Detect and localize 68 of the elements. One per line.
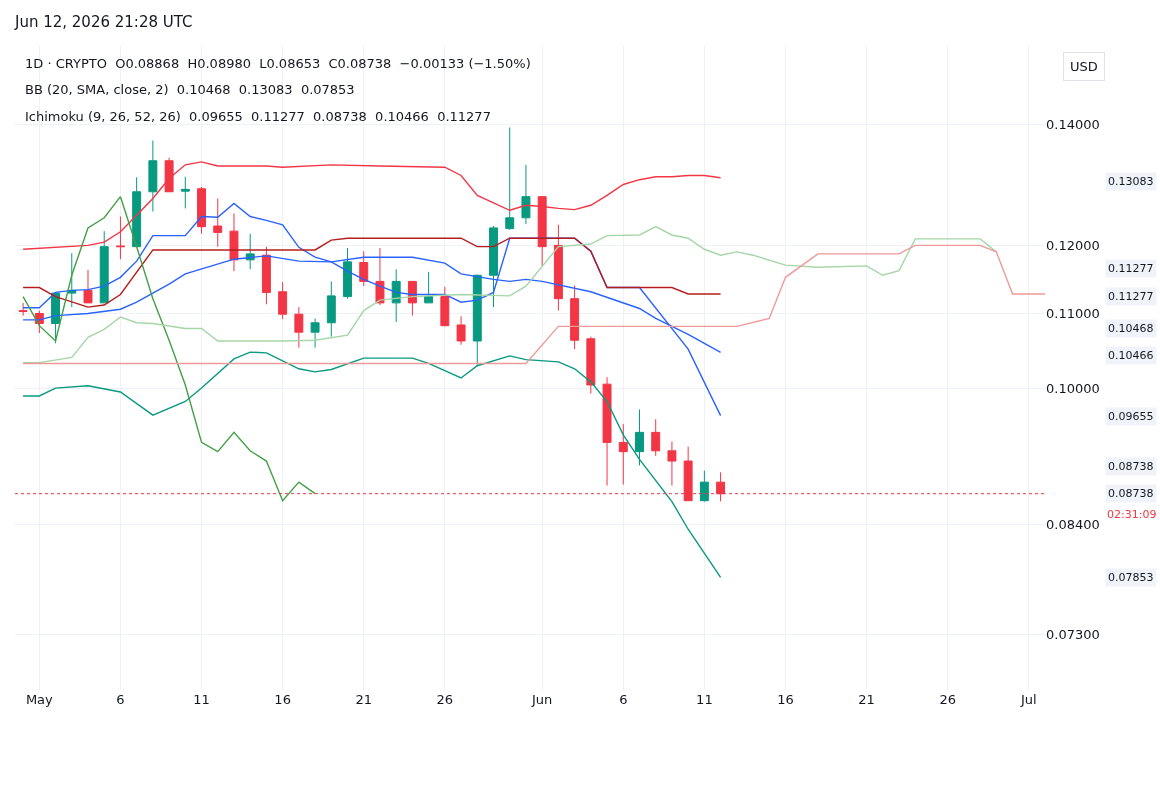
- candlestick: [261, 246, 271, 305]
- x-tick-label: 11: [193, 692, 210, 707]
- line-series: [22, 225, 998, 364]
- x-tick-label: Jul: [1019, 692, 1037, 707]
- candlestick: [180, 176, 190, 209]
- candlestick: [326, 280, 336, 338]
- x-tick-label: 26: [436, 692, 454, 707]
- candlestick: [489, 225, 498, 308]
- text: 0.09655: [1108, 410, 1154, 423]
- candlestick: [651, 418, 661, 457]
- annotation: Ichimoku (9, 26, 52, 26) 0.09655 0.11277 0.08738 0.10466 0.11277: [25, 109, 491, 124]
- x-tick-label: 21: [355, 692, 373, 707]
- line-series: [22, 195, 316, 502]
- candlestick: [148, 140, 158, 213]
- text: 0.08738: [1108, 487, 1154, 500]
- candlestick: [343, 247, 352, 300]
- candlestick: [635, 409, 644, 466]
- y-tick-label: 0.11000: [1046, 306, 1100, 322]
- candlestick: [570, 285, 580, 350]
- candlestick: [618, 423, 628, 486]
- candlestick: [521, 164, 531, 225]
- candlestick: [278, 281, 288, 320]
- y-tick-label: 0.14000: [1046, 117, 1100, 133]
- text: 0.07853: [1108, 571, 1154, 584]
- candlestick: [83, 269, 93, 304]
- text: USD: [1070, 59, 1098, 74]
- text: 0.13083: [1108, 175, 1154, 188]
- candlestick: [602, 376, 612, 486]
- candlestick: [359, 250, 369, 287]
- text: 0.10468: [1108, 322, 1154, 335]
- text: 0.10466: [1108, 349, 1154, 362]
- text: 0.11277: [1108, 290, 1154, 303]
- text: 0.08738: [1108, 460, 1154, 473]
- candlestick: [294, 306, 304, 349]
- x-tick-label: 16: [777, 692, 794, 707]
- y-tick-label: 0.08400: [1046, 517, 1100, 533]
- candlestick: [553, 224, 563, 312]
- candlestick: [310, 317, 320, 349]
- candlestick: [586, 336, 596, 395]
- y-tick-label: 0.10000: [1046, 380, 1100, 396]
- candlestick: [505, 126, 515, 231]
- candlestick: [456, 315, 466, 346]
- candlestick: [699, 470, 709, 503]
- x-tick-label: 16: [274, 692, 291, 707]
- line-series: [22, 237, 722, 308]
- candlestick: [213, 198, 223, 248]
- candlestick: [132, 176, 142, 248]
- line-series: [22, 244, 1045, 365]
- candlestick: [424, 271, 434, 304]
- candlestick: [667, 441, 677, 486]
- candlestick: [99, 230, 109, 304]
- annotation: 1D · CRYPTO O0.08868 H0.08980 L0.08653 C0.08738 −0.00133 (−1.50%): [25, 56, 531, 71]
- x-tick-label: May: [25, 692, 54, 707]
- x-tick-label: 26: [939, 692, 956, 707]
- candlestick: [197, 186, 207, 235]
- x-tick-label: 6: [116, 692, 125, 707]
- text: 02:31:09: [1107, 508, 1157, 521]
- text: 0.11277: [1108, 262, 1154, 275]
- candlestick: [18, 302, 28, 317]
- x-tick-label: 21: [858, 692, 875, 707]
- chart-title: Jun 12, 2026 21:28 UTC: [14, 13, 193, 32]
- y-tick-label: 0.12000: [1046, 237, 1100, 253]
- x-tick-label: 11: [696, 692, 713, 707]
- y-tick-label: 0.07300: [1046, 627, 1100, 643]
- annotation: BB (20, SMA, close, 2) 0.10468 0.13083 0.07853: [25, 82, 355, 97]
- x-tick-label: Jun: [531, 692, 553, 707]
- candlestick: [440, 286, 450, 327]
- x-tick-label: 6: [619, 692, 628, 707]
